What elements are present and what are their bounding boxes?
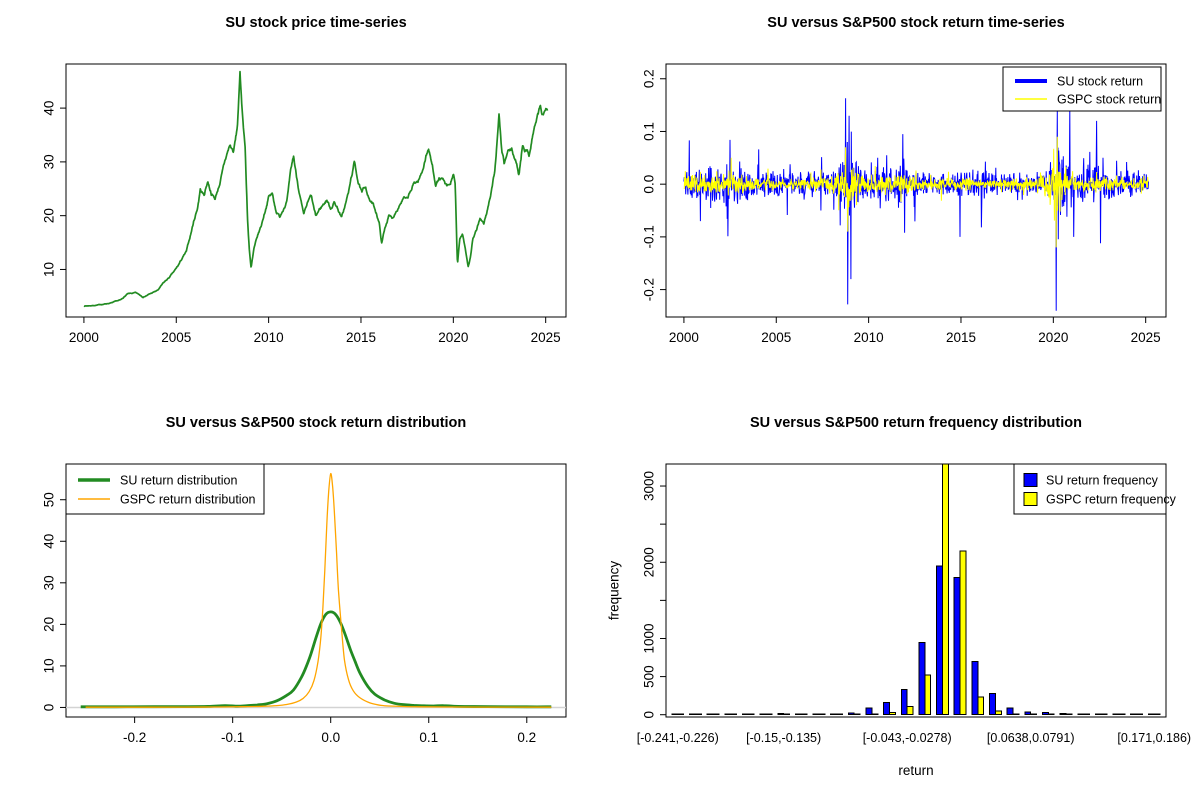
svg-text:-0.1: -0.1 — [221, 730, 244, 745]
svg-text:3000: 3000 — [642, 471, 657, 501]
svg-text:0: 0 — [42, 704, 57, 712]
svg-text:2000: 2000 — [669, 330, 699, 345]
svg-text:[0.171,0.186): [0.171,0.186) — [1117, 731, 1191, 745]
svg-text:0.1: 0.1 — [419, 730, 438, 745]
svg-text:-0.2: -0.2 — [642, 278, 657, 301]
svg-text:0.2: 0.2 — [642, 69, 657, 88]
svg-text:2015: 2015 — [346, 330, 376, 345]
svg-text:20: 20 — [42, 208, 57, 223]
svg-text:2025: 2025 — [531, 330, 561, 345]
svg-text:500: 500 — [642, 665, 657, 688]
svg-text:-0.1: -0.1 — [642, 225, 657, 248]
svg-text:0.1: 0.1 — [642, 122, 657, 141]
svg-text:return: return — [898, 763, 933, 778]
panel-return-frequency: SU versus S&P500 return frequency distri… — [600, 400, 1200, 800]
return-frequency-canvas: 0 500 1000 2000 3000 return frequency [-0.241,-… — [607, 463, 1191, 778]
svg-text:SU return distribution: SU return distribution — [120, 474, 237, 488]
svg-text:50: 50 — [42, 492, 57, 507]
svg-text:0.2: 0.2 — [517, 730, 536, 745]
svg-text:10: 10 — [42, 262, 57, 277]
panel-return-distribution: SU versus S&P500 stock return distributi… — [0, 400, 600, 800]
svg-text:[-0.15,-0.135): [-0.15,-0.135) — [746, 731, 821, 745]
svg-text:0.0: 0.0 — [321, 730, 340, 745]
chart-title-price: SU stock price time-series — [225, 15, 407, 31]
svg-text:SU stock return: SU stock return — [1057, 75, 1143, 89]
svg-text:2010: 2010 — [254, 330, 284, 345]
svg-text:-0.2: -0.2 — [123, 730, 146, 745]
chart-title-frequency: SU versus S&P500 return frequency distri… — [750, 415, 1082, 431]
panel-price-timeseries: SU stock price time-series 2000 2005 2010 2… — [0, 0, 600, 400]
price-timeseries-canvas: 2000 2005 2010 2015 2020 2025 10 20 30 40 — [42, 63, 567, 345]
svg-text:10: 10 — [42, 658, 57, 673]
svg-text:30: 30 — [42, 154, 57, 169]
svg-text:[0.0638,0.0791): [0.0638,0.0791) — [987, 731, 1075, 745]
svg-text:1000: 1000 — [642, 623, 657, 653]
svg-text:2005: 2005 — [161, 330, 191, 345]
svg-text:2020: 2020 — [438, 330, 468, 345]
svg-text:frequency: frequency — [607, 561, 622, 621]
panel-return-timeseries: SU versus S&P500 stock return time-serie… — [600, 0, 1200, 400]
svg-text:[-0.043,-0.0278): [-0.043,-0.0278) — [863, 731, 952, 745]
svg-text:40: 40 — [42, 101, 57, 116]
svg-text:2020: 2020 — [1038, 330, 1068, 345]
svg-text:30: 30 — [42, 575, 57, 590]
svg-text:2000: 2000 — [69, 330, 99, 345]
svg-text:2025: 2025 — [1131, 330, 1161, 345]
svg-text:2010: 2010 — [854, 330, 884, 345]
svg-text:2000: 2000 — [642, 547, 657, 577]
svg-text:SU return frequency: SU return frequency — [1046, 474, 1159, 488]
svg-text:GSPC return distribution: GSPC return distribution — [120, 493, 256, 507]
svg-text:0.0: 0.0 — [642, 175, 657, 194]
svg-text:2015: 2015 — [946, 330, 976, 345]
chart-title-returns: SU versus S&P500 stock return time-serie… — [767, 15, 1065, 31]
svg-text:GSPC return frequency: GSPC return frequency — [1046, 493, 1177, 507]
svg-text:0: 0 — [642, 711, 657, 719]
svg-text:40: 40 — [42, 534, 57, 549]
svg-text:20: 20 — [42, 617, 57, 632]
return-timeseries-canvas: 2000 2005 2010 2015 2020 2025 -0.2 -0.1 0.0 0.1 0.… — [642, 63, 1167, 345]
return-distribution-canvas: -0.2 -0.1 0.0 0.1 0.2 0 10 20 30 40 50 SU return di… — [42, 463, 567, 745]
svg-text:[-0.241,-0.226): [-0.241,-0.226) — [637, 731, 719, 745]
svg-text:2005: 2005 — [761, 330, 791, 345]
svg-text:GSPC stock return: GSPC stock return — [1057, 93, 1161, 107]
chart-title-distribution: SU versus S&P500 stock return distributi… — [165, 415, 467, 431]
